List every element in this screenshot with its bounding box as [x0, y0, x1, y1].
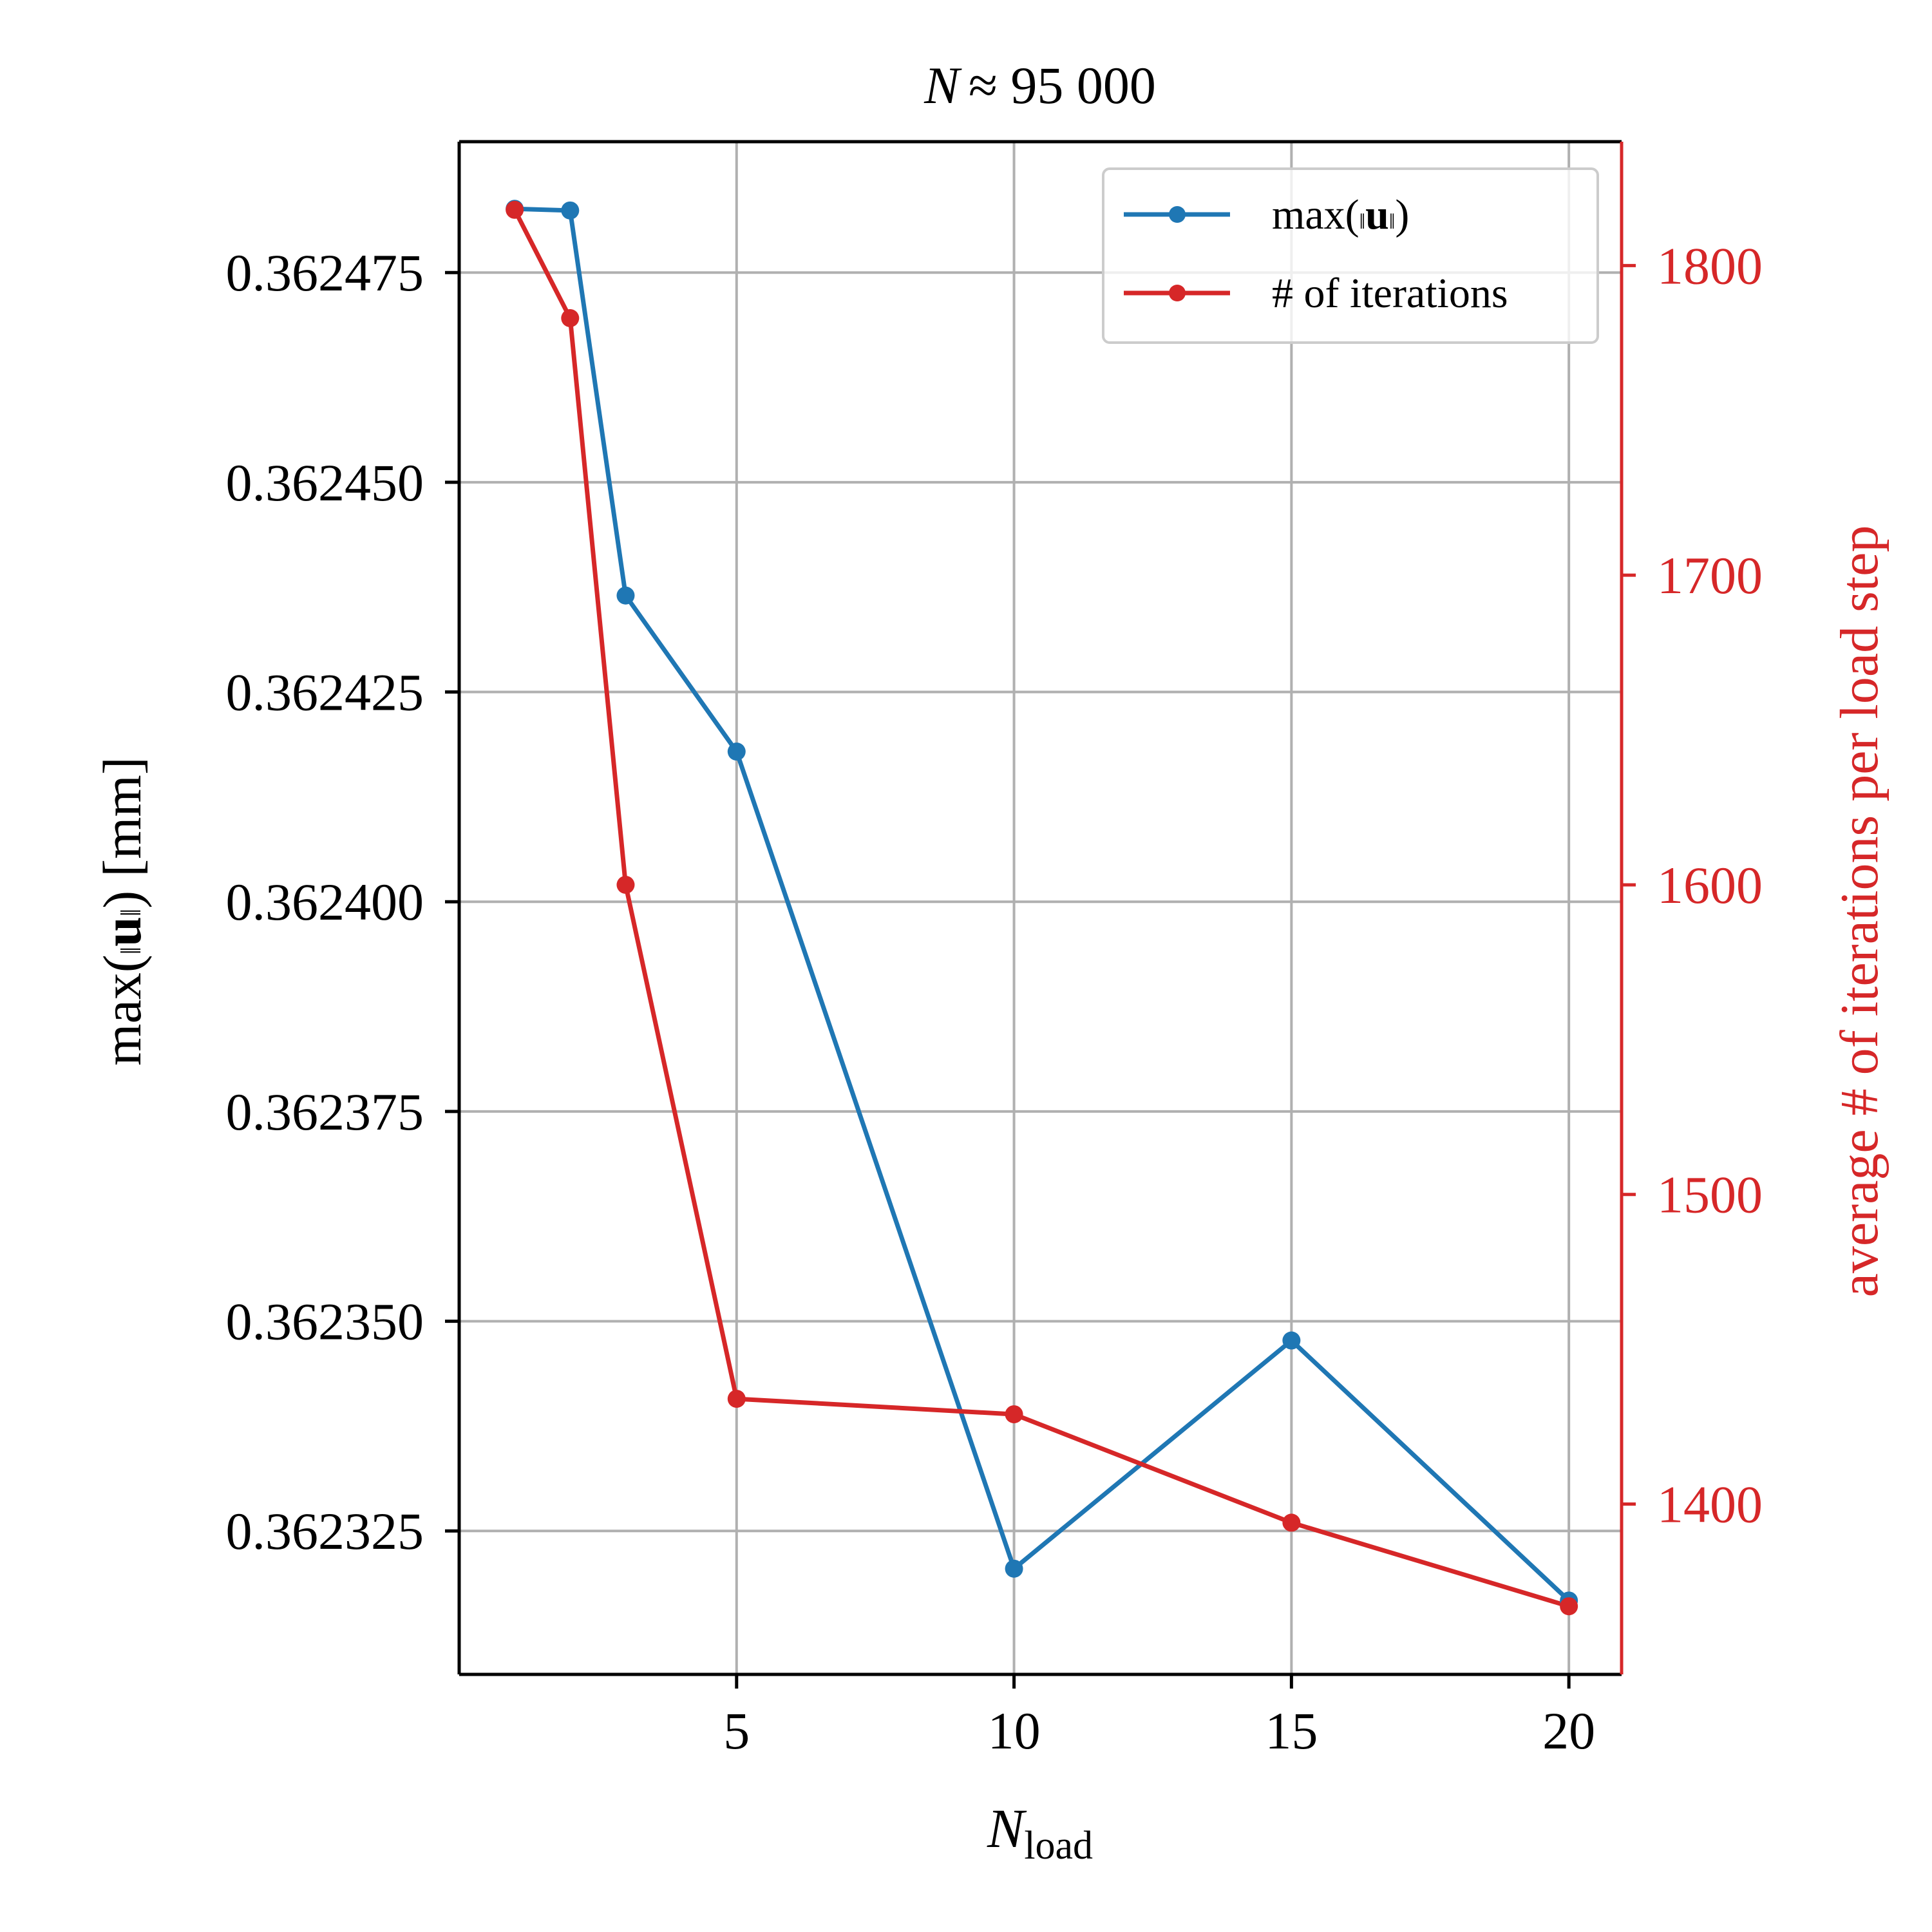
y-axis-label: max(‖u‖) [mm]: [93, 757, 153, 1066]
y2-tick-label: 1500: [1657, 1166, 1763, 1224]
ticks: 5 10 15 20 0.362325 0.362350 0.362375 0.362400 0…: [226, 236, 1763, 1760]
y2-tick-label: 1700: [1657, 546, 1763, 605]
y-tick-label: 0.362375: [226, 1083, 424, 1141]
data-point-1-1: [561, 309, 580, 328]
legend-label-iterations: # of iterations: [1272, 270, 1508, 317]
legend-marker-max-u: [1169, 206, 1186, 223]
data-point-1-0: [506, 200, 524, 219]
x-tick-label: 10: [988, 1701, 1041, 1760]
y2-axis-label: average # of iterations per load step: [1830, 526, 1889, 1298]
data-point-0-4: [1005, 1559, 1023, 1578]
data-point-1-3: [727, 1390, 746, 1408]
data-point-1-2: [616, 875, 635, 894]
chart-title: N ≈ 95 000: [923, 56, 1156, 115]
x-axis-label: Nload: [987, 1797, 1093, 1868]
y2-tick-label: 1400: [1657, 1475, 1763, 1534]
data-point-0-3: [727, 743, 746, 761]
y-tick-label: 0.362325: [226, 1502, 424, 1560]
axes: [457, 140, 1624, 1676]
y-tick-label: 0.362425: [226, 663, 424, 722]
x-tick-label: 20: [1542, 1701, 1595, 1760]
data-point-0-5: [1282, 1331, 1301, 1350]
y2-tick-label: 1800: [1657, 236, 1763, 295]
data-point-0-2: [616, 586, 635, 605]
data-point-1-4: [1005, 1405, 1023, 1424]
y-tick-label: 0.362450: [226, 453, 424, 512]
data-point-1-6: [1560, 1597, 1578, 1616]
y-tick-label: 0.362475: [226, 243, 424, 302]
x-tick-label: 5: [723, 1701, 750, 1760]
y-tick-label: 0.362350: [226, 1293, 424, 1351]
series-markers: [506, 200, 1578, 1616]
data-point-0-1: [561, 201, 580, 220]
x-tick-label: 15: [1265, 1701, 1318, 1760]
legend-label-max-u: max(‖u‖): [1272, 191, 1409, 238]
legend-marker-iterations: [1169, 285, 1186, 301]
y2-tick-label: 1600: [1657, 856, 1763, 914]
data-point-1-5: [1282, 1513, 1301, 1532]
y-tick-label: 0.362400: [226, 873, 424, 931]
legend: max(‖u‖) # of iterations: [1102, 167, 1599, 344]
